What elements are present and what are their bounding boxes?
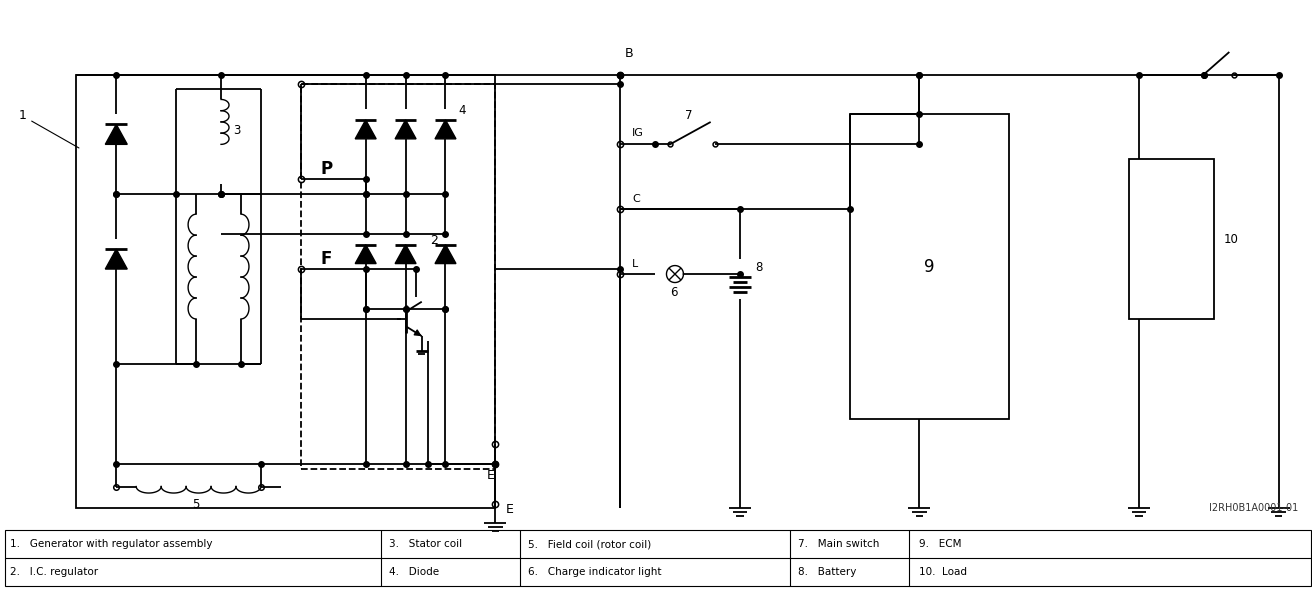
- Text: E: E: [486, 469, 494, 482]
- Text: 9.   ECM: 9. ECM: [920, 540, 962, 550]
- Text: 9: 9: [924, 257, 934, 276]
- Text: L: L: [632, 259, 639, 269]
- Text: 2: 2: [431, 234, 439, 247]
- Bar: [4, 531, 1311, 586]
- Text: 7: 7: [685, 110, 692, 123]
- Text: IG: IG: [632, 128, 644, 138]
- Text: 3.   Stator coil: 3. Stator coil: [389, 540, 461, 550]
- Text: 6.   Charge indicator light: 6. Charge indicator light: [528, 567, 662, 577]
- Polygon shape: [396, 120, 417, 139]
- Polygon shape: [435, 120, 456, 139]
- Text: 6: 6: [670, 286, 678, 299]
- Text: 7.   Main switch: 7. Main switch: [798, 540, 879, 550]
- Text: F: F: [321, 250, 332, 268]
- Polygon shape: [355, 120, 376, 139]
- Text: B: B: [625, 47, 633, 59]
- Bar: [76, 75, 495, 508]
- Text: I2RH0B1A0001-01: I2RH0B1A0001-01: [1209, 504, 1298, 514]
- Text: 1: 1: [18, 110, 79, 148]
- Bar: [1129, 159, 1214, 319]
- Polygon shape: [355, 244, 376, 263]
- Text: 2.   I.C. regulator: 2. I.C. regulator: [9, 567, 97, 577]
- Text: P: P: [321, 160, 332, 178]
- Text: 4: 4: [459, 104, 466, 117]
- Bar: [301, 84, 495, 469]
- Text: C: C: [632, 194, 640, 204]
- Bar: [850, 114, 1009, 419]
- Text: 8: 8: [754, 261, 762, 274]
- Polygon shape: [105, 124, 127, 144]
- Text: 1.   Generator with regulator assembly: 1. Generator with regulator assembly: [9, 540, 212, 550]
- Polygon shape: [396, 244, 417, 263]
- Polygon shape: [435, 244, 456, 263]
- Text: 8.   Battery: 8. Battery: [798, 567, 855, 577]
- Text: 5: 5: [192, 498, 200, 511]
- Text: 4.   Diode: 4. Diode: [389, 567, 439, 577]
- Polygon shape: [105, 249, 127, 269]
- Text: 5.   Field coil (rotor coil): 5. Field coil (rotor coil): [528, 540, 652, 550]
- Text: 10.  Load: 10. Load: [920, 567, 967, 577]
- Text: E: E: [506, 504, 514, 517]
- Text: 10: 10: [1223, 233, 1239, 246]
- Text: 3: 3: [233, 124, 240, 137]
